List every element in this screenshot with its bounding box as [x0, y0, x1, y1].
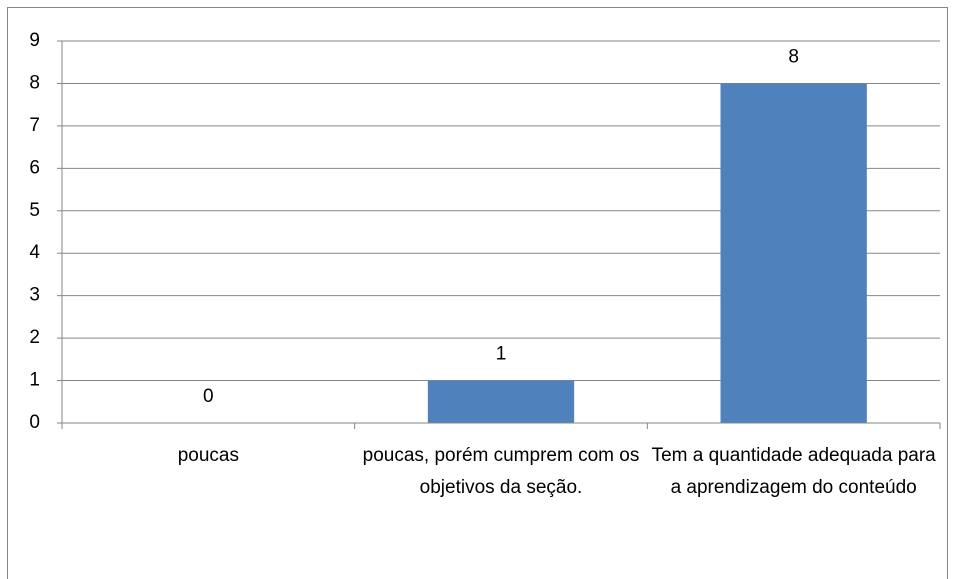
- y-tick-label: 0: [29, 412, 40, 433]
- y-tick-label: 5: [29, 200, 40, 221]
- y-tick-label: 2: [29, 327, 40, 348]
- data-label: 8: [788, 46, 799, 67]
- data-label: 1: [496, 344, 507, 365]
- y-tick-label: 9: [29, 30, 40, 51]
- x-tick-label: poucas, porém cumprem com os objetivos d…: [362, 445, 640, 498]
- y-tick-label: 7: [29, 115, 40, 136]
- data-label: 0: [203, 386, 214, 407]
- x-tick-label: Tem a quantidade adequada para a aprendi…: [651, 445, 936, 498]
- y-tick-label: 8: [29, 72, 40, 93]
- y-tick-label: 6: [29, 157, 40, 178]
- y-tick-label: 4: [29, 242, 40, 263]
- y-tick-label: 3: [29, 285, 40, 306]
- x-tick-label: poucas: [177, 445, 239, 466]
- bar: [427, 380, 575, 423]
- bar: [720, 83, 867, 423]
- y-tick-label: 1: [29, 370, 40, 391]
